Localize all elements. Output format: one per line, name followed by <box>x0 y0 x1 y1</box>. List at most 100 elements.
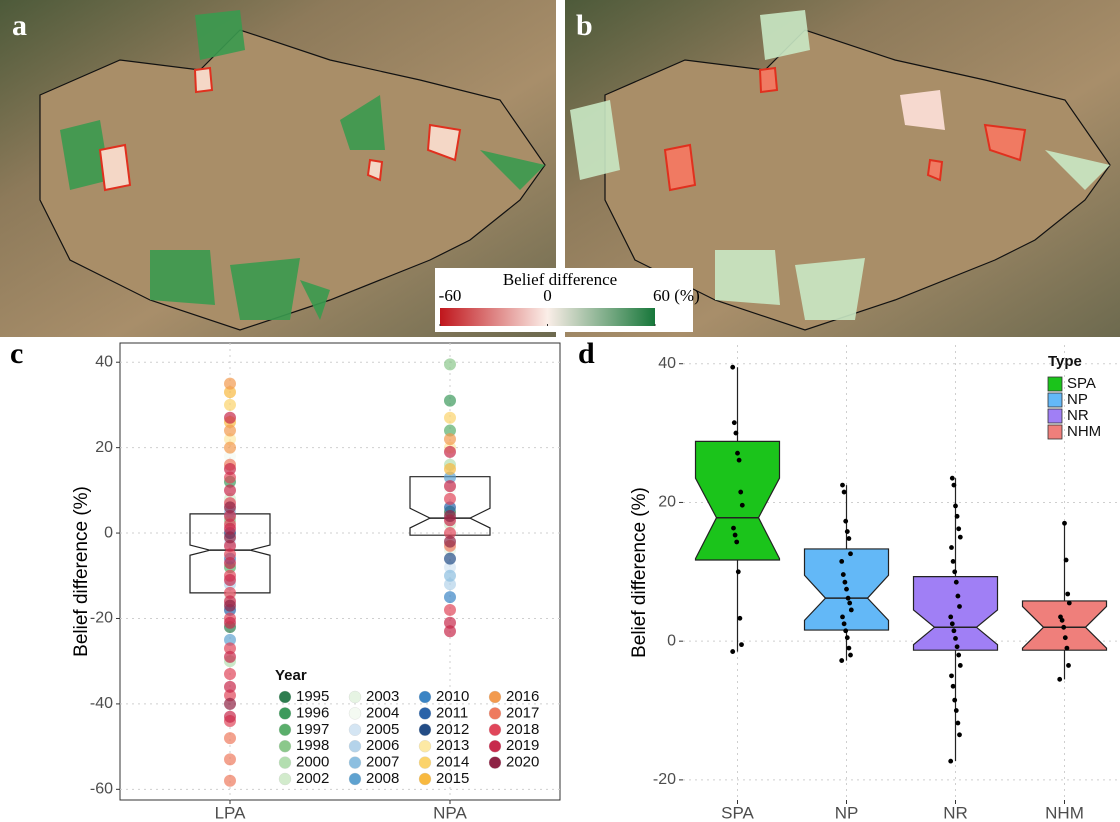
point <box>1061 625 1066 630</box>
y-tick-label: 20 <box>658 494 676 511</box>
point <box>954 708 959 713</box>
point <box>224 531 236 543</box>
x-tick-label: NR <box>943 803 968 822</box>
point <box>846 596 851 601</box>
point <box>845 635 850 640</box>
point <box>444 493 456 505</box>
x-tick-label: SPA <box>721 803 754 822</box>
point <box>736 569 741 574</box>
point <box>958 663 963 668</box>
point <box>224 651 236 663</box>
legend-swatch <box>419 757 431 769</box>
legend-swatch <box>349 757 361 769</box>
legend-label: 2003 <box>366 688 399 705</box>
y-tick-label: -20 <box>90 610 113 627</box>
colorbar-title: Belief difference <box>503 270 617 289</box>
legend-swatch <box>349 724 361 736</box>
legend-label: 2004 <box>366 704 399 721</box>
point <box>224 775 236 787</box>
y-tick-label: -40 <box>90 695 113 712</box>
point <box>444 446 456 458</box>
point <box>444 553 456 565</box>
point <box>224 557 236 569</box>
legend-swatch <box>419 740 431 752</box>
y-tick-label: 40 <box>95 353 113 370</box>
legend-label: 1995 <box>296 688 329 705</box>
point <box>1065 592 1070 597</box>
point <box>844 587 849 592</box>
legend-label: 2012 <box>436 721 469 738</box>
point <box>444 412 456 424</box>
point <box>948 759 953 764</box>
legend-swatch <box>419 691 431 703</box>
point <box>847 536 852 541</box>
colorbar-tick-label: 0 <box>543 286 552 305</box>
point <box>224 574 236 586</box>
colorbar-bar <box>440 308 655 326</box>
point <box>952 698 957 703</box>
legend-swatch <box>1048 425 1062 439</box>
point <box>1064 558 1069 563</box>
point <box>1058 614 1063 619</box>
legend-swatch <box>279 707 291 719</box>
y-tick-label: 20 <box>95 439 113 456</box>
point <box>224 732 236 744</box>
point <box>444 433 456 445</box>
point <box>1065 646 1070 651</box>
point <box>839 658 844 663</box>
point <box>1063 635 1068 640</box>
point <box>948 614 953 619</box>
point <box>845 529 850 534</box>
y-tick-label: -60 <box>90 781 113 798</box>
point <box>738 490 743 495</box>
point <box>444 395 456 407</box>
point <box>224 681 236 693</box>
point <box>224 399 236 411</box>
point <box>957 604 962 609</box>
legend-swatch <box>349 707 361 719</box>
point <box>956 653 961 658</box>
point <box>953 504 958 509</box>
point <box>950 476 955 481</box>
point <box>224 501 236 513</box>
figure: a b Belief difference c d -60060 (%)-60-… <box>0 0 1120 822</box>
legend-label: SPA <box>1067 375 1096 392</box>
y-axis-label: Belief difference (%) <box>629 487 650 658</box>
legend-swatch <box>1048 377 1062 391</box>
point <box>224 412 236 424</box>
legend-swatch <box>489 757 501 769</box>
x-tick-label: LPA <box>215 803 247 822</box>
panel-label: d <box>578 337 595 370</box>
legend-label: 2008 <box>366 770 399 787</box>
legend-label: 2005 <box>366 721 399 738</box>
legend-swatch <box>279 757 291 769</box>
point <box>1057 677 1062 682</box>
legend-label: 1996 <box>296 704 329 721</box>
legend-label: NHM <box>1067 423 1101 440</box>
legend-label: 2002 <box>296 770 329 787</box>
legend-label: 2017 <box>506 704 539 721</box>
point <box>842 490 847 495</box>
legend-title: Year <box>275 667 307 684</box>
point <box>734 540 739 545</box>
legend-label: 2020 <box>506 754 539 771</box>
point <box>224 668 236 680</box>
point <box>730 649 735 654</box>
point <box>1062 521 1067 526</box>
point <box>224 617 236 629</box>
point <box>224 378 236 390</box>
point <box>956 721 961 726</box>
legend-swatch <box>419 724 431 736</box>
x-tick-label: NP <box>835 803 859 822</box>
legend-swatch <box>489 724 501 736</box>
legend-swatch <box>419 773 431 785</box>
legend-label: 2018 <box>506 721 539 738</box>
point <box>840 614 845 619</box>
point <box>738 616 743 621</box>
point <box>840 483 845 488</box>
y-tick-label: 40 <box>658 355 676 372</box>
point <box>224 698 236 710</box>
y-tick-label: -20 <box>653 771 676 788</box>
point <box>733 533 738 538</box>
legend-label: 2007 <box>366 754 399 771</box>
